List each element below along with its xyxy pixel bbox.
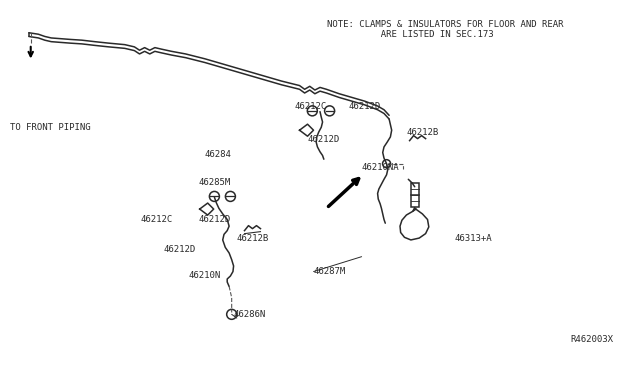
Text: 46285M: 46285M <box>198 178 230 187</box>
FancyBboxPatch shape <box>411 183 419 195</box>
Text: 46212D: 46212D <box>198 215 230 224</box>
Text: 46212D: 46212D <box>163 245 195 254</box>
Text: 46286N: 46286N <box>234 310 266 319</box>
Text: 46212B: 46212B <box>406 128 438 137</box>
Text: R462003X: R462003X <box>570 335 613 344</box>
Text: TO FRONT PIPING: TO FRONT PIPING <box>10 122 91 131</box>
Text: 46284: 46284 <box>205 150 232 159</box>
Text: 46313+A: 46313+A <box>454 234 492 243</box>
Text: 46210N: 46210N <box>189 271 221 280</box>
Text: 46212B: 46212B <box>237 234 269 243</box>
Text: 46212D: 46212D <box>307 135 339 144</box>
Text: NOTE: CLAMPS & INSULATORS FOR FLOOR AND REAR
          ARE LISTED IN SEC.173: NOTE: CLAMPS & INSULATORS FOR FLOOR AND … <box>327 20 563 39</box>
Text: 46210NA: 46210NA <box>362 163 399 172</box>
Text: 46287M: 46287M <box>314 267 346 276</box>
FancyBboxPatch shape <box>411 195 419 207</box>
Text: 46212C: 46212C <box>294 102 326 110</box>
Text: 46212C: 46212C <box>141 215 173 224</box>
Text: 46212D: 46212D <box>349 102 381 110</box>
